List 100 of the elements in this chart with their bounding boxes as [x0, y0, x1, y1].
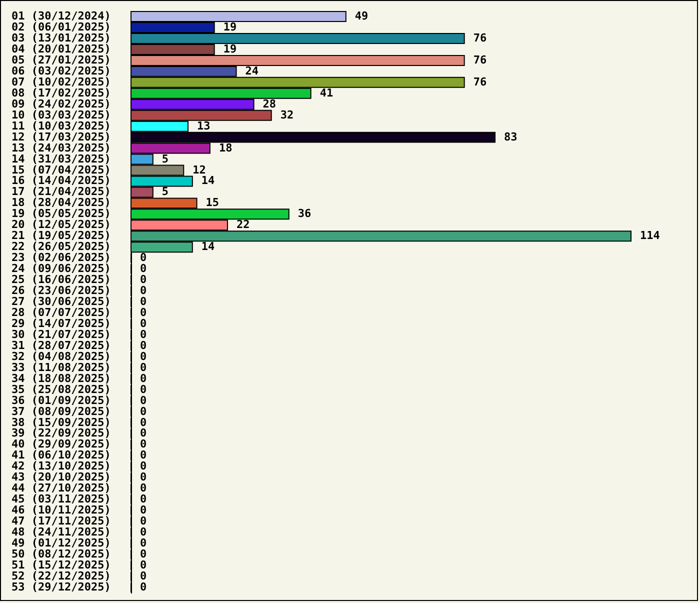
y-tick-label: 10 (03/03/2025): [12, 108, 111, 122]
y-tick-label: 14 (31/03/2025): [12, 152, 111, 166]
data-label: 19: [223, 42, 237, 56]
data-label: 5: [162, 185, 169, 198]
data-label: 0: [140, 251, 147, 264]
data-label: 0: [140, 460, 147, 473]
data-label: 0: [140, 514, 147, 528]
y-tick-label: 31 (28/07/2025): [12, 338, 111, 352]
y-tick-label: 11 (10/03/2025): [12, 119, 111, 132]
data-label: 0: [140, 273, 147, 286]
y-tick-label: 40 (29/09/2025): [12, 438, 111, 451]
data-label: 41: [320, 86, 334, 100]
y-tick-label: 18 (28/04/2025): [12, 196, 111, 210]
data-label: 0: [140, 448, 147, 462]
y-tick-label: 06 (03/02/2025): [12, 64, 111, 78]
y-tick-label: 45 (03/11/2025): [12, 492, 111, 506]
data-label: 36: [298, 207, 312, 220]
y-tick-label: 08 (17/02/2025): [12, 86, 111, 100]
y-tick-label: 42 (13/10/2025): [12, 460, 111, 473]
y-tick-label: 27 (30/06/2025): [12, 295, 111, 308]
data-label: 76: [473, 75, 487, 88]
data-label: 0: [140, 569, 147, 582]
y-tick-label: 50 (08/12/2025): [12, 548, 111, 561]
data-label: 0: [140, 416, 147, 429]
y-tick-label: 41 (06/10/2025): [12, 448, 111, 462]
y-tick-label: 22 (26/05/2025): [12, 240, 111, 254]
data-label: 0: [140, 580, 147, 594]
y-tick-label: 21 (19/05/2025): [12, 229, 111, 242]
y-tick-label: 12 (17/03/2025): [12, 130, 111, 144]
y-tick-label: 34 (18/08/2025): [12, 372, 111, 385]
data-label: 0: [140, 306, 147, 319]
data-label: 76: [473, 53, 487, 66]
data-label: 0: [140, 338, 147, 352]
y-tick-label: 49 (01/12/2025): [12, 536, 111, 550]
y-tick-label: 26 (23/06/2025): [12, 284, 111, 298]
y-tick-label: 32 (04/08/2025): [12, 350, 111, 363]
data-label: 0: [140, 536, 147, 550]
data-label: 0: [140, 548, 147, 561]
y-tick-label: 33 (11/08/2025): [12, 360, 111, 374]
y-tick-label: 30 (21/07/2025): [12, 328, 111, 341]
y-tick-label: 02 (06/01/2025): [12, 20, 111, 34]
data-label: 0: [140, 404, 147, 418]
data-label: 0: [140, 504, 147, 517]
data-label: 76: [473, 32, 487, 45]
y-tick-label: 38 (15/09/2025): [12, 416, 111, 429]
data-label: 49: [354, 10, 368, 23]
data-label: 0: [140, 284, 147, 298]
data-label: 32: [280, 108, 294, 122]
data-label: 83: [504, 130, 518, 144]
y-tick-label: 47 (17/11/2025): [12, 514, 111, 528]
y-tick-label: 19 (05/05/2025): [12, 207, 111, 220]
data-label: 0: [140, 382, 147, 396]
data-label: 12: [192, 163, 206, 176]
y-tick-label: 44 (27/10/2025): [12, 482, 111, 495]
y-tick-label: 15 (07/04/2025): [12, 163, 111, 176]
y-tick-label: 13 (24/03/2025): [12, 141, 111, 154]
data-label: 14: [201, 174, 216, 188]
y-tick-label: 20 (12/05/2025): [12, 218, 111, 232]
data-label: 13: [197, 119, 210, 132]
y-tick-label: 09 (24/02/2025): [12, 97, 111, 110]
data-label: 0: [140, 526, 147, 539]
y-tick-label: 39 (22/09/2025): [12, 426, 111, 440]
y-tick-label: 37 (08/09/2025): [12, 404, 111, 418]
y-tick-label: 16 (14/04/2025): [12, 174, 111, 188]
y-tick-label: 17 (21/04/2025): [12, 185, 111, 198]
data-label: 0: [140, 262, 147, 276]
y-tick-label: 24 (09/06/2025): [12, 262, 111, 276]
data-label: 0: [140, 558, 147, 572]
data-label: 0: [140, 394, 147, 407]
data-label: 0: [140, 470, 147, 484]
y-tick-label: 28 (07/07/2025): [12, 306, 111, 319]
y-tick-label: 03 (13/01/2025): [12, 32, 111, 45]
data-label: 24: [245, 64, 259, 78]
data-label: 0: [140, 316, 147, 330]
data-label: 114: [640, 229, 660, 242]
y-tick-label: 35 (25/08/2025): [12, 382, 111, 396]
y-tick-label: 07 (10/02/2025): [12, 75, 111, 88]
data-label: 0: [140, 482, 147, 495]
y-tick-label: 01 (30/12/2024): [12, 10, 111, 23]
y-tick-label: 05 (27/01/2025): [12, 53, 111, 66]
data-label: 15: [206, 196, 220, 210]
data-label: 0: [140, 328, 147, 341]
data-label: 14: [201, 240, 216, 254]
data-label: 0: [140, 295, 147, 308]
y-tick-label: 29 (14/07/2025): [12, 316, 111, 330]
y-tick-label: 43 (20/10/2025): [12, 470, 111, 484]
data-label: 0: [140, 350, 147, 363]
data-label: 0: [140, 360, 147, 374]
data-label: 28: [262, 97, 276, 110]
y-tick-label: 25 (16/06/2025): [12, 273, 111, 286]
y-tick-label: 51 (15/12/2025): [12, 558, 111, 572]
y-tick-label: 04 (20/01/2025): [12, 42, 111, 56]
y-tick-label: 46 (10/11/2025): [12, 504, 111, 517]
data-label: 0: [140, 372, 147, 385]
y-tick-label: 36 (01/09/2025): [12, 394, 111, 407]
data-label: 0: [140, 438, 147, 451]
data-label: 19: [223, 20, 237, 34]
y-tick-label: 53 (29/12/2025): [12, 580, 111, 594]
y-tick-label: 48 (24/11/2025): [12, 526, 111, 539]
y-tick-label: 23 (02/06/2025): [12, 251, 111, 264]
